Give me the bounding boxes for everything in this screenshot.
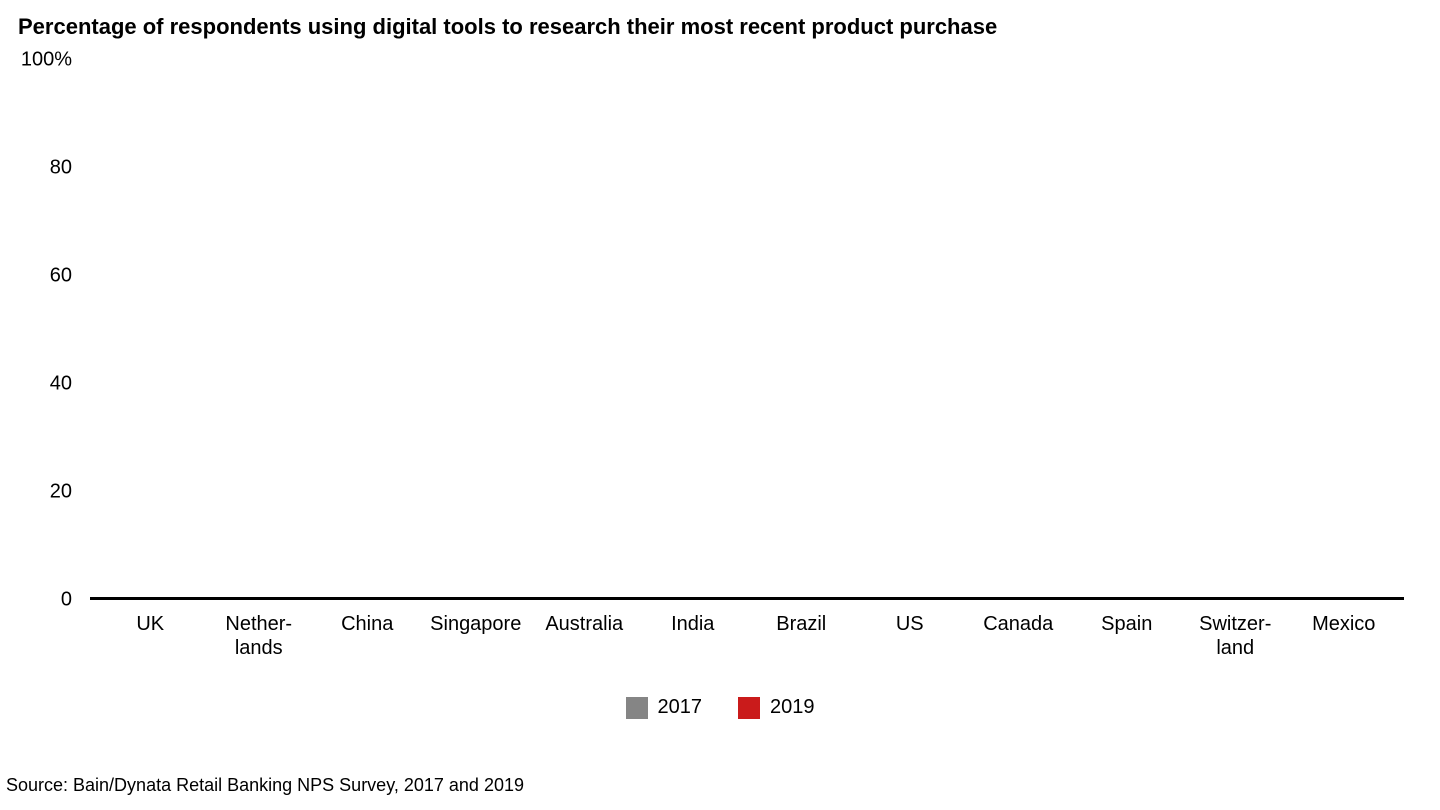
y-tick-label: 40 <box>12 373 72 396</box>
x-tick-label: Spain <box>1073 612 1182 660</box>
x-tick-label: India <box>639 612 748 660</box>
x-axis-labels: UKNether- landsChinaSingaporeAustraliaIn… <box>90 600 1404 660</box>
y-axis: 020406080100% <box>18 60 80 600</box>
y-tick-label: 20 <box>12 481 72 504</box>
legend-swatch <box>626 697 648 719</box>
x-tick-label: Switzer- land <box>1181 612 1290 660</box>
x-tick-label: UK <box>96 612 205 660</box>
legend-label: 2017 <box>658 696 703 719</box>
x-tick-label: Canada <box>964 612 1073 660</box>
chart-container: Percentage of respondents using digital … <box>0 0 1440 810</box>
y-tick-label: 100% <box>12 49 72 72</box>
legend-swatch <box>738 697 760 719</box>
legend-item: 2019 <box>738 696 815 719</box>
bars-row <box>90 60 1404 600</box>
x-tick-label: Brazil <box>747 612 856 660</box>
source-text: Source: Bain/Dynata Retail Banking NPS S… <box>6 775 524 796</box>
plot-area: 020406080100% <box>90 60 1404 600</box>
y-tick-label: 0 <box>12 589 72 612</box>
legend-item: 2017 <box>626 696 703 719</box>
x-tick-label: Singapore <box>422 612 531 660</box>
chart-title: Percentage of respondents using digital … <box>18 14 1422 40</box>
x-tick-label: Nether- lands <box>205 612 314 660</box>
x-tick-label: China <box>313 612 422 660</box>
x-tick-label: US <box>856 612 965 660</box>
x-tick-label: Mexico <box>1290 612 1399 660</box>
y-tick-label: 60 <box>12 265 72 288</box>
legend: 2017 2019 <box>18 696 1422 719</box>
x-tick-label: Australia <box>530 612 639 660</box>
legend-label: 2019 <box>770 696 815 719</box>
y-tick-label: 80 <box>12 157 72 180</box>
